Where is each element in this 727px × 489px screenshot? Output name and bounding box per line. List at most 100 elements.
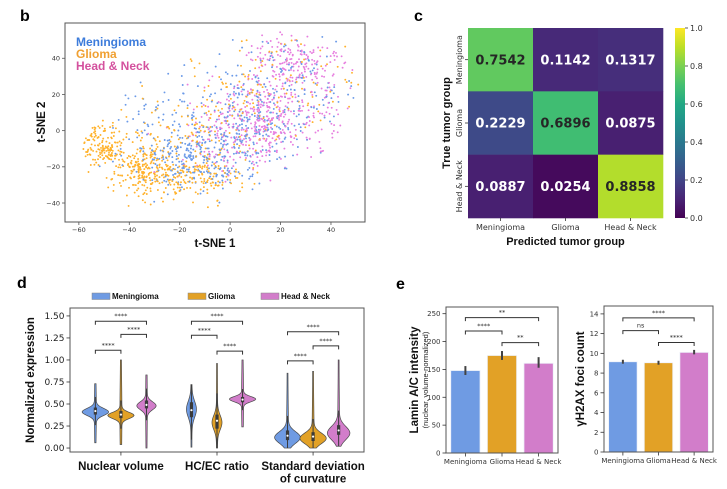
x-tick-label: Meningioma — [476, 223, 525, 232]
scatter-point-meningioma — [241, 126, 244, 129]
y-tick-label: −40 — [46, 199, 60, 207]
scatter-point-head-neck — [213, 110, 216, 113]
scatter-point-head-neck — [200, 115, 203, 118]
scatter-point-glioma — [242, 73, 245, 76]
scatter-point-glioma — [312, 81, 315, 84]
y-axis-sublabel-lamin: (nuclear, volume-normalized) — [421, 331, 430, 428]
scatter-point-glioma — [199, 177, 202, 180]
scatter-point-glioma — [216, 199, 219, 202]
scatter-point-meningioma — [192, 171, 194, 174]
scatter-point-glioma — [92, 149, 95, 152]
scatter-point-head-neck — [186, 83, 189, 86]
scatter-point-glioma — [206, 192, 209, 195]
scatter-point-head-neck — [242, 128, 245, 131]
scatter-point-glioma — [130, 159, 133, 162]
scatter-point-glioma — [116, 141, 119, 144]
scatter-point-meningioma — [169, 152, 172, 155]
scatter-point-head-neck — [290, 83, 293, 86]
scatter-point-head-neck — [268, 149, 271, 152]
scatter-point-head-neck — [278, 78, 281, 81]
scatter-point-meningioma — [209, 171, 211, 174]
scatter-point-head-neck — [232, 93, 235, 95]
scatter-point-head-neck — [296, 153, 299, 156]
scatter-point-head-neck — [281, 121, 284, 124]
scatter-point-meningioma — [337, 100, 340, 103]
scatter-point-meningioma — [296, 100, 299, 103]
x-tick-label: Head & Neck — [671, 457, 718, 465]
scatter-point-glioma — [110, 131, 113, 134]
scatter-point-glioma — [156, 174, 158, 177]
scatter-point-glioma — [97, 144, 100, 147]
scatter-point-meningioma — [119, 147, 122, 150]
scatter-point-glioma — [145, 193, 148, 195]
scatter-point-glioma — [115, 165, 118, 168]
scatter-point-meningioma — [261, 40, 264, 43]
legend-label-head-neck: Head & Neck — [281, 292, 330, 301]
scatter-point-glioma — [311, 95, 314, 98]
scatter-point-meningioma — [137, 110, 140, 113]
scatter-point-head-neck — [344, 61, 347, 64]
scatter-point-meningioma — [193, 176, 195, 179]
scatter-point-glioma — [191, 118, 194, 121]
scatter-point-head-neck — [280, 48, 283, 51]
scatter-point-glioma — [130, 177, 132, 180]
y-tick-label: −20 — [46, 163, 60, 171]
scatter-point-meningioma — [246, 150, 249, 153]
scatter-point-head-neck — [278, 118, 281, 121]
scatter-point-glioma — [140, 130, 143, 133]
scatter-point-head-neck — [325, 111, 328, 114]
scatter-point-meningioma — [155, 106, 158, 109]
y-tick-label: 0.50 — [44, 400, 64, 410]
scatter-point-glioma — [173, 129, 176, 131]
scatter-point-glioma — [155, 166, 158, 169]
scatter-point-meningioma — [208, 140, 211, 143]
scatter-point-glioma — [100, 151, 103, 154]
scatter-point-glioma — [109, 155, 112, 157]
scatter-point-glioma — [156, 107, 159, 110]
scatter-point-glioma — [112, 135, 115, 137]
scatter-point-meningioma — [283, 111, 286, 114]
scatter-point-meningioma — [286, 106, 289, 109]
scatter-point-glioma — [126, 157, 129, 159]
scatter-point-meningioma — [183, 100, 186, 103]
scatter-point-meningioma — [218, 148, 221, 151]
scatter-point-meningioma — [201, 142, 204, 144]
scatter-point-head-neck — [253, 163, 255, 166]
bar-head-neck — [679, 351, 709, 453]
scatter-point-glioma — [101, 141, 104, 144]
scatter-point-head-neck — [312, 112, 315, 115]
scatter-point-glioma — [132, 183, 135, 186]
scatter-point-glioma — [83, 141, 86, 144]
bar-meningioma — [608, 361, 638, 453]
scatter-point-glioma — [209, 117, 212, 120]
scatter-point-meningioma — [190, 158, 192, 160]
scatter-point-glioma — [149, 132, 152, 135]
scatter-point-head-neck — [258, 66, 261, 69]
y-tick-label: 20 — [52, 91, 60, 99]
scatter-point-meningioma — [187, 168, 190, 171]
scatter-point-glioma — [162, 173, 165, 176]
scatter-point-glioma — [234, 170, 237, 173]
scatter-point-glioma — [195, 155, 198, 158]
scatter-point-glioma — [130, 169, 133, 172]
scatter-point-meningioma — [191, 123, 194, 126]
scatter-point-meningioma — [271, 56, 274, 59]
scatter-point-glioma — [173, 183, 176, 186]
scatter-point-head-neck — [266, 58, 269, 61]
scatter-point-meningioma — [124, 94, 127, 97]
scatter-point-head-neck — [280, 132, 283, 134]
scatter-point-meningioma — [244, 152, 247, 155]
scatter-point-glioma — [357, 83, 360, 86]
colorbar-tick-label: 0.6 — [690, 100, 703, 109]
scatter-point-head-neck — [220, 127, 223, 130]
scatter-point-glioma — [158, 182, 161, 185]
heatmap-value: 0.0254 — [540, 180, 590, 195]
significance-bracket — [94, 320, 147, 325]
scatter-point-meningioma — [214, 141, 217, 144]
scatter-point-glioma — [133, 175, 136, 178]
scatter-point-glioma — [154, 139, 157, 142]
scatter-point-glioma — [155, 148, 158, 150]
scatter-point-head-neck — [273, 94, 276, 97]
scatter-point-glioma — [120, 142, 123, 144]
